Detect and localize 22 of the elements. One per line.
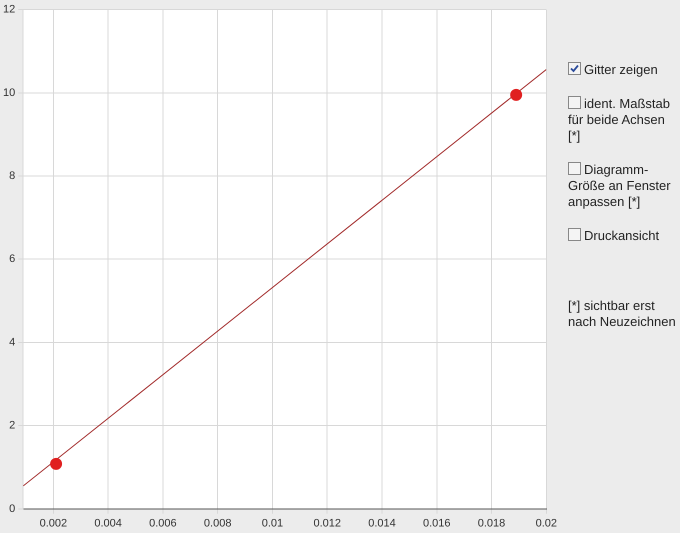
x-tick-label: 0.008 xyxy=(204,517,232,530)
text: [*] sichtbar erst nach Neuzeichnen xyxy=(568,298,676,329)
y-tick-label: 0 xyxy=(9,502,16,515)
y-tick-label: 10 xyxy=(2,86,16,99)
x-tick-label: 0.014 xyxy=(368,517,396,530)
x-tick-label: 0.018 xyxy=(478,517,506,530)
y-tick-label: 12 xyxy=(2,4,16,16)
x-tick-label: 0.004 xyxy=(94,517,122,530)
y-tick-label: 8 xyxy=(9,170,16,182)
y-tick-label: 4 xyxy=(9,336,16,348)
x-tick-label: 0.002 xyxy=(40,517,68,530)
y-tick-label: 6 xyxy=(9,253,16,266)
x-tick-label: 0.02 xyxy=(536,517,558,530)
x-tick-label: 0.016 xyxy=(422,517,451,530)
y-tick-label: 2 xyxy=(9,420,16,432)
x-tick-label: 0.012 xyxy=(313,517,341,530)
x-tick-label: 0.006 xyxy=(149,517,177,530)
x-tick-label: 0.01 xyxy=(262,517,284,530)
text: Gitter zeigen xyxy=(584,62,658,77)
text: ident. Maßstab für beide Achsen [*] xyxy=(568,96,670,143)
text: Druckansicht xyxy=(584,228,660,243)
text: Diagramm-Größe an Fenster anpassen [*] xyxy=(568,162,671,209)
